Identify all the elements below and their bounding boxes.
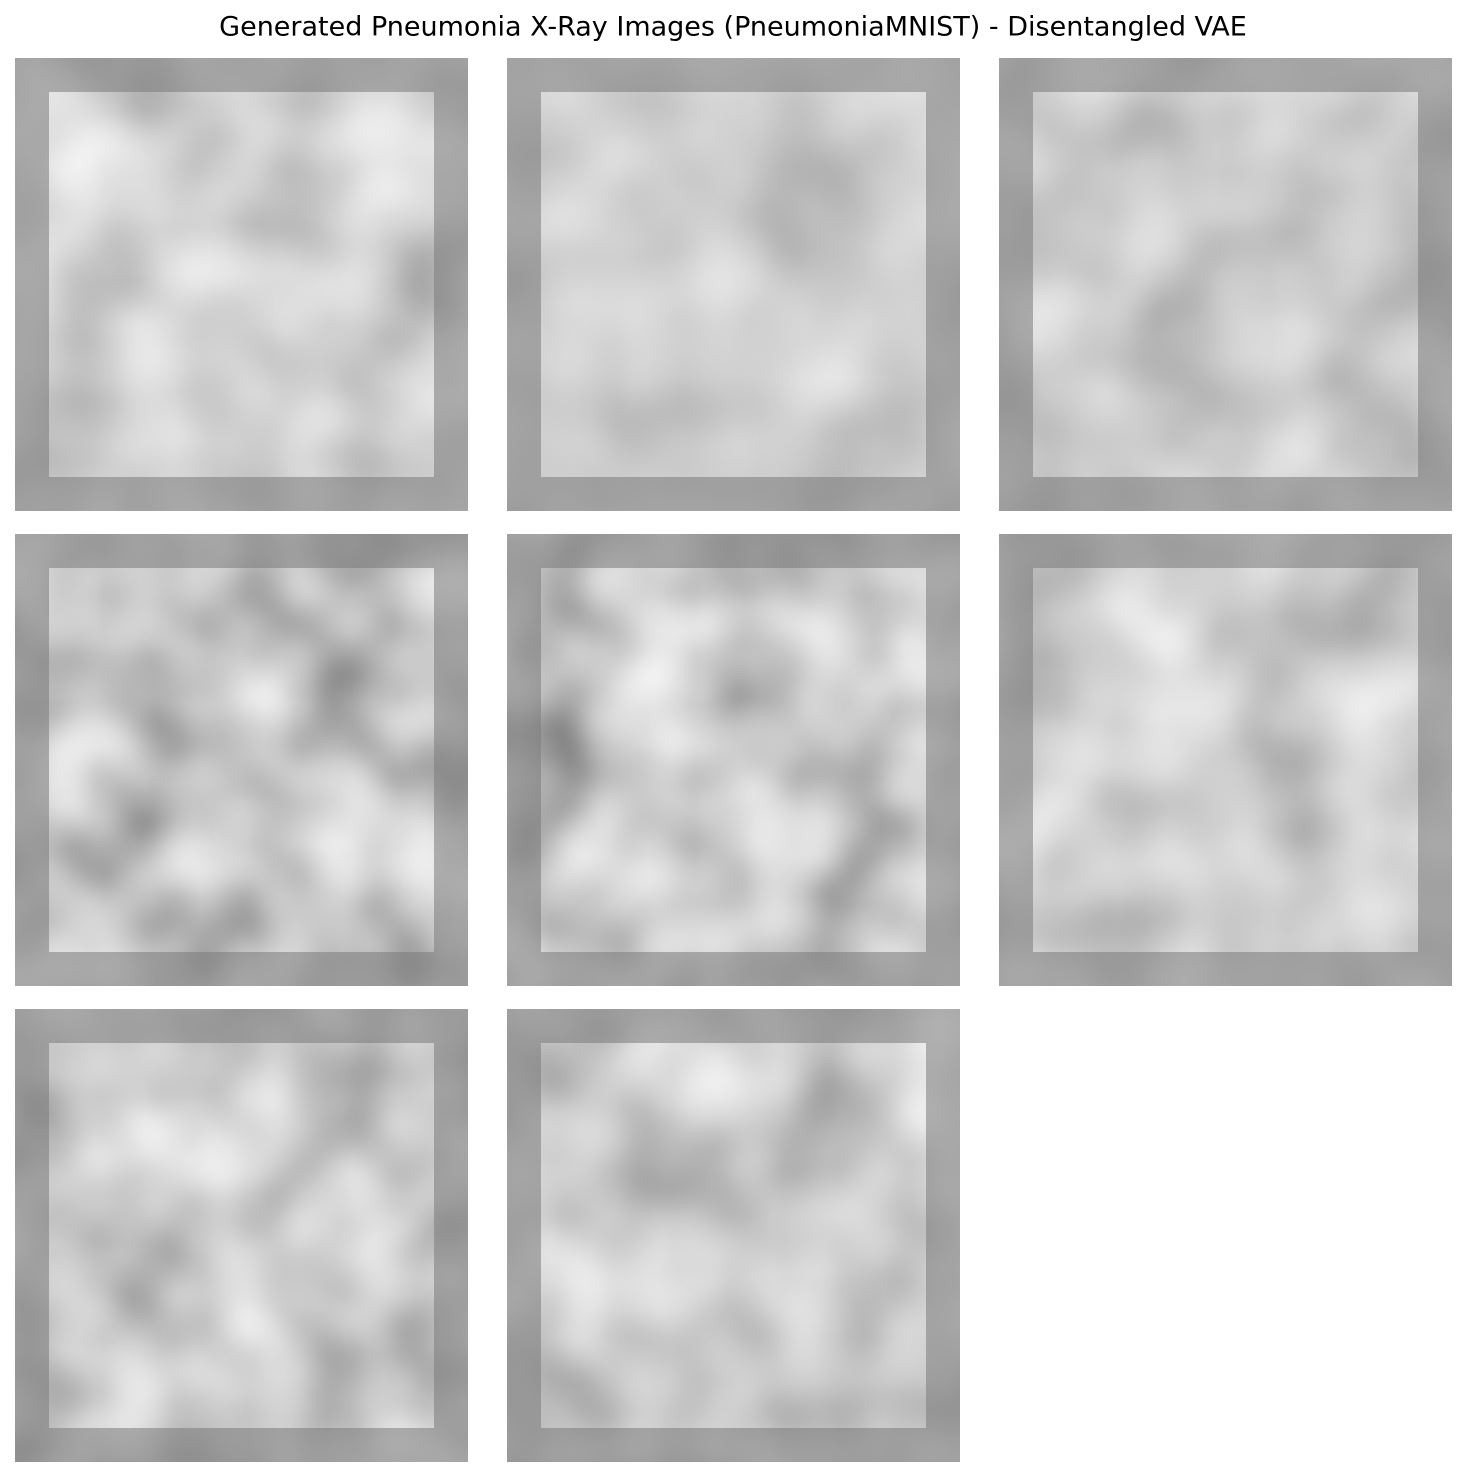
generated-image [15, 58, 468, 511]
generated-image [507, 58, 960, 511]
image-frame [507, 58, 960, 511]
image-frame [507, 1009, 960, 1462]
generated-image [999, 58, 1452, 511]
image-frame [999, 58, 1452, 511]
image-frame [507, 534, 960, 986]
figure-title: Generated Pneumonia X-Ray Images (Pneumo… [219, 12, 1247, 43]
image-frame [999, 534, 1452, 986]
image-frame [15, 1009, 468, 1462]
image-frame [15, 58, 468, 511]
generated-image [15, 1009, 468, 1462]
generated-image [507, 534, 960, 986]
generated-image [999, 534, 1452, 986]
generated-image [507, 1009, 960, 1462]
generated-image [15, 534, 468, 986]
image-frame [15, 534, 468, 986]
image-grid [15, 58, 1452, 1462]
